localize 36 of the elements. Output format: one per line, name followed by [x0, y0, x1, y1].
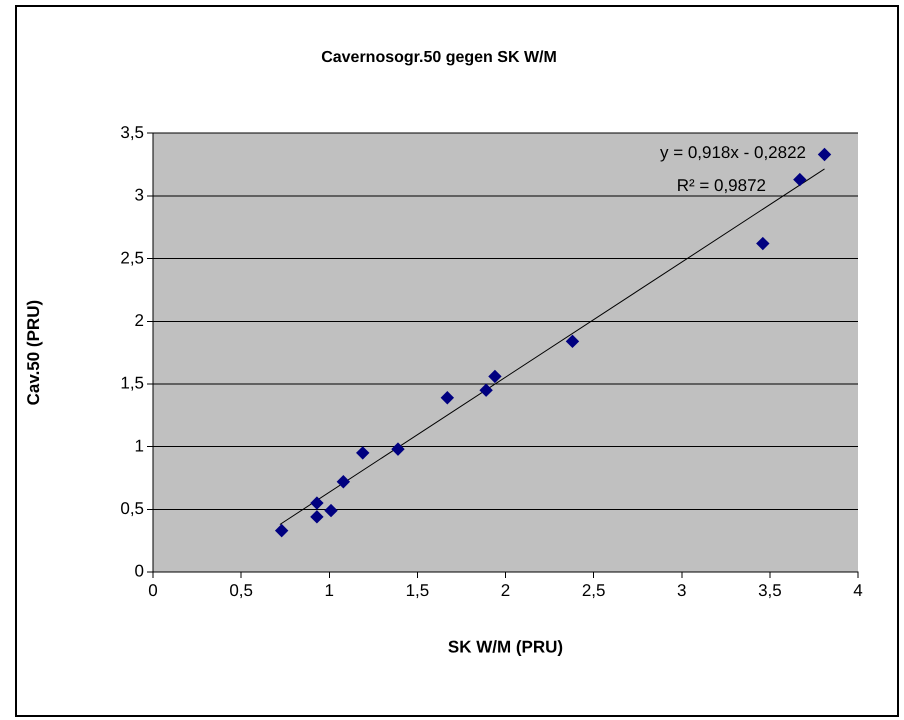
point — [336, 475, 350, 488]
x-tick-label: 0 — [148, 580, 158, 600]
y-tick-label: 0,5 — [120, 499, 144, 518]
x-tick-label: 1 — [324, 580, 334, 600]
y-tick-label: 0 — [134, 562, 144, 581]
point — [440, 391, 454, 404]
point — [324, 504, 338, 518]
point — [480, 384, 493, 397]
y-tick-label: 3 — [134, 186, 144, 205]
y-axis-title: Cav.50 (PRU) — [24, 300, 43, 406]
chart-title: Cavernosogr.50 gegen SK W/M — [321, 49, 557, 66]
annotation: R² = 0,9872 — [676, 176, 766, 195]
y-tick-label: 1 — [134, 436, 144, 456]
point — [356, 446, 370, 460]
point — [566, 334, 579, 348]
point — [391, 442, 404, 456]
point — [488, 370, 502, 383]
x-tick-label: 0,5 — [229, 580, 253, 600]
x-tick-label: 3 — [677, 580, 686, 600]
annotation: y = 0,918x - 0,2822 — [660, 142, 806, 162]
y-tick-label: 1,5 — [120, 374, 144, 393]
point — [756, 237, 770, 250]
point — [818, 148, 832, 162]
x-axis-title: SK W/M (PRU) — [448, 637, 564, 656]
x-tick-label: 2 — [500, 580, 510, 600]
x-tick-label: 3,5 — [758, 580, 782, 600]
x-tick-label: 4 — [853, 580, 863, 600]
y-tick-label: 3,5 — [120, 122, 144, 142]
point — [275, 524, 288, 538]
point — [310, 510, 324, 524]
y-tick-label: 2 — [134, 310, 144, 330]
x-tick-label: 2,5 — [582, 580, 606, 600]
x-tick-label: 1,5 — [406, 580, 430, 600]
point — [793, 173, 806, 186]
point — [310, 496, 324, 510]
y-tick-label: 2,5 — [120, 248, 144, 268]
